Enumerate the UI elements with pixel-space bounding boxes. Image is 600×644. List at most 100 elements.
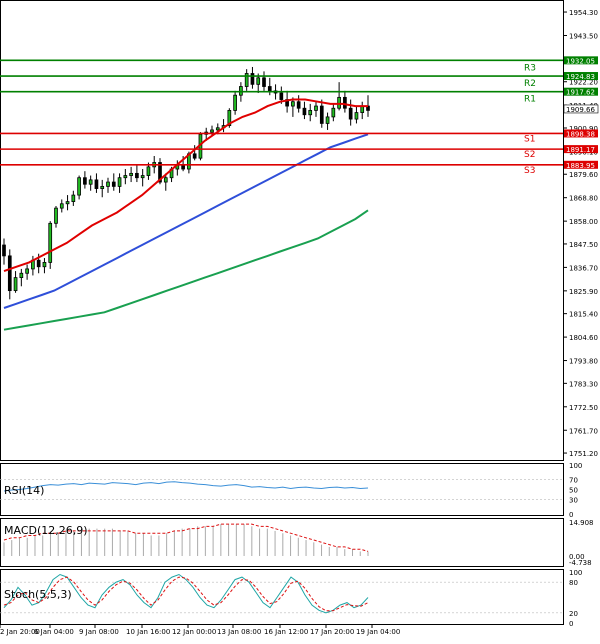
stoch-d-line <box>3 576 369 612</box>
y-tick-label: 1836.70 <box>569 264 598 272</box>
stoch-panel-frame <box>0 569 564 625</box>
candle-body <box>111 181 116 187</box>
moving-average-line <box>3 209 369 331</box>
candle-body <box>77 177 81 196</box>
x-tick-label: 6 Jan 04:00 <box>34 628 74 636</box>
y-tick-label: 1815.40 <box>569 311 598 319</box>
level-name-r1: R1 <box>524 95 536 105</box>
level-name-s2: S2 <box>524 150 535 160</box>
stoch-scale-label: 20 <box>569 610 578 618</box>
candle-body <box>129 172 133 176</box>
y-tick-label: 1922.20 <box>569 79 598 87</box>
candle-body <box>262 77 266 87</box>
y-tick-label: 1804.60 <box>569 334 598 342</box>
candle-body <box>314 105 318 111</box>
stoch-scale-label: 0 <box>569 620 573 628</box>
candle-body <box>94 179 99 189</box>
candle-body <box>7 255 12 292</box>
level-price-label: 1883.95 <box>566 162 595 170</box>
candle-body <box>233 94 237 111</box>
y-tick-label: 1858.00 <box>569 218 598 226</box>
stoch-k-line <box>3 573 369 614</box>
level-name-s3: S3 <box>524 166 535 176</box>
rsi-scale-label: 50 <box>569 487 578 495</box>
candle-body <box>100 185 105 189</box>
macd-scale-label: 0.00 <box>569 553 585 561</box>
level-price-label: 1917.62 <box>566 89 595 97</box>
candle-body <box>25 268 29 274</box>
x-tick-label: 10 Jan 16:00 <box>126 628 170 636</box>
level-name-r2: R2 <box>524 79 536 89</box>
candle-body <box>244 73 249 87</box>
candle-body <box>42 261 47 268</box>
candle-body <box>343 96 347 109</box>
y-tick-label: 1751.20 <box>569 450 598 458</box>
macd-scale-label: -4.738 <box>569 559 592 567</box>
candle-body <box>2 244 6 257</box>
candle-body <box>354 112 359 120</box>
y-tick-label: 1868.80 <box>569 195 598 203</box>
candle-body <box>65 201 70 205</box>
candle-body <box>210 129 214 133</box>
y-tick-label: 1783.30 <box>569 380 598 388</box>
x-tick-label: 9 Jan 08:00 <box>79 628 119 636</box>
macd-panel-frame <box>0 518 564 567</box>
level-price-label: 1891.17 <box>566 146 595 154</box>
current-price-label: 1909.66 <box>566 106 595 114</box>
rsi-line <box>3 481 369 492</box>
candle-body <box>59 203 64 209</box>
main-panel-frame <box>0 0 564 461</box>
candle-body <box>135 172 139 179</box>
candle-body <box>239 86 243 96</box>
candle-body <box>13 277 18 292</box>
level-price-tag <box>564 129 598 138</box>
candle-body <box>146 166 151 176</box>
x-tick-label: 19 Jan 04:00 <box>356 628 400 636</box>
moving-average-line <box>3 98 368 273</box>
y-tick-label: 1761.70 <box>569 427 598 435</box>
level-name-r3: R3 <box>524 63 536 73</box>
x-tick-label: 13 Jan 08:00 <box>217 628 261 636</box>
y-tick-label: 1879.60 <box>569 171 598 179</box>
stoch-scale-label: 80 <box>569 579 578 587</box>
level-price-tag <box>564 56 598 65</box>
y-tick-label: 1943.50 <box>569 32 598 40</box>
level-price-tag <box>564 87 598 96</box>
candle-body <box>48 222 53 263</box>
level-price-tag <box>564 72 598 81</box>
candle-body <box>106 181 110 187</box>
candle-body <box>215 127 220 131</box>
stoch-label: Stoch(5,5,3) <box>4 588 72 601</box>
candle-body <box>83 177 87 185</box>
rsi-label: RSI(14) <box>4 484 44 497</box>
candle-body <box>36 259 41 268</box>
x-tick-label: 2 Jan 20:00 <box>0 628 40 636</box>
candle-body <box>163 177 168 183</box>
moving-average-line <box>3 133 369 309</box>
candle-body <box>331 107 336 118</box>
rsi-scale-label: 70 <box>569 477 578 485</box>
candle-body <box>296 101 301 109</box>
candle-body <box>54 207 58 224</box>
x-tick-label: 16 Jan 12:00 <box>264 628 308 636</box>
level-price-label: 1932.05 <box>566 57 595 65</box>
rsi-panel-frame <box>0 463 564 516</box>
candle-body <box>267 86 272 92</box>
level-name-s1: S1 <box>524 134 535 144</box>
candle-body <box>123 175 128 179</box>
y-tick-label: 1900.90 <box>569 125 598 133</box>
y-tick-label: 1825.90 <box>569 288 598 296</box>
candle-body <box>250 73 255 85</box>
candle-body <box>348 107 353 120</box>
current-price-tag <box>563 104 599 114</box>
y-tick-label: 1954.30 <box>569 9 598 17</box>
x-tick-label: 12 Jan 00:00 <box>172 628 216 636</box>
candle-body <box>71 194 76 202</box>
candle-body <box>117 177 122 187</box>
candle-body <box>19 272 24 278</box>
stoch-scale-label: 100 <box>569 569 582 577</box>
candle-body <box>227 110 232 127</box>
rsi-scale-label: 0 <box>569 511 573 519</box>
rsi-scale-label: 100 <box>569 462 582 470</box>
